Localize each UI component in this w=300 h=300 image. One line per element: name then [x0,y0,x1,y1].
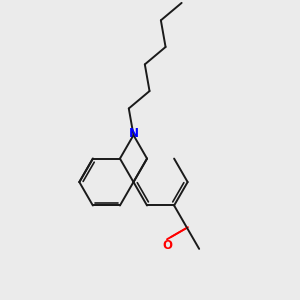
Text: O: O [162,239,172,252]
Text: N: N [128,127,139,140]
